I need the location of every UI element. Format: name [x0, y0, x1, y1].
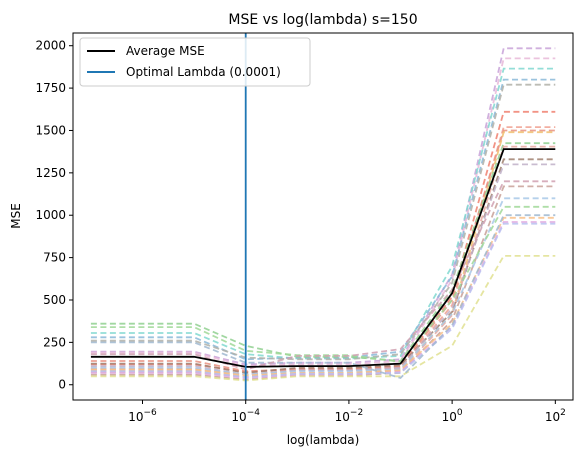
fold-line-19: [90, 222, 556, 379]
y-tick-label: 1250: [35, 166, 66, 180]
main-series-group: [90, 33, 556, 400]
y-axis-ticks: 0 250 500 750 1000 1250 1500 1750 2000: [35, 39, 73, 392]
y-axis-title: MSE: [9, 203, 23, 229]
legend-box: [79, 37, 311, 87]
y-tick-label: 1750: [35, 81, 66, 95]
fold-line-2: [90, 57, 556, 368]
chart-title: MSE vs log(lambda) s=150: [228, 12, 417, 28]
x-axis-ticks: 10−6 10−4 10−2 100 102: [128, 400, 566, 424]
legend-label-average: Average MSE: [126, 44, 205, 58]
x-tick-label: 100: [442, 408, 463, 424]
y-tick-label: 750: [43, 251, 66, 265]
y-tick-label: 0: [58, 378, 66, 392]
fold-line-12: [90, 158, 556, 374]
fold-line-21: [90, 214, 556, 380]
x-tick-label: 10−4: [231, 408, 260, 424]
y-tick-label: 1500: [35, 123, 66, 137]
fold-series-group: [90, 47, 556, 382]
y-tick-label: 500: [43, 293, 66, 307]
fold-line-20: [90, 254, 556, 382]
x-tick-label: 10−2: [335, 408, 364, 424]
fold-line-16: [90, 205, 556, 363]
fold-line-5: [90, 83, 556, 361]
x-tick-label: 102: [545, 408, 566, 424]
fold-line-10: [90, 142, 556, 362]
fold-line-22: [90, 180, 556, 371]
x-axis-title: log(lambda): [287, 433, 360, 447]
y-tick-label: 2000: [35, 39, 66, 53]
average-mse-line: [90, 148, 556, 368]
y-tick-label: 1000: [35, 208, 66, 222]
y-tick-label: 250: [43, 335, 66, 349]
legend-label-optimal: Optimal Lambda (0.0001): [126, 65, 281, 79]
legend: Average MSE Optimal Lambda (0.0001): [79, 37, 311, 87]
x-tick-label: 10−6: [128, 408, 157, 424]
plot-frame: [72, 32, 574, 401]
